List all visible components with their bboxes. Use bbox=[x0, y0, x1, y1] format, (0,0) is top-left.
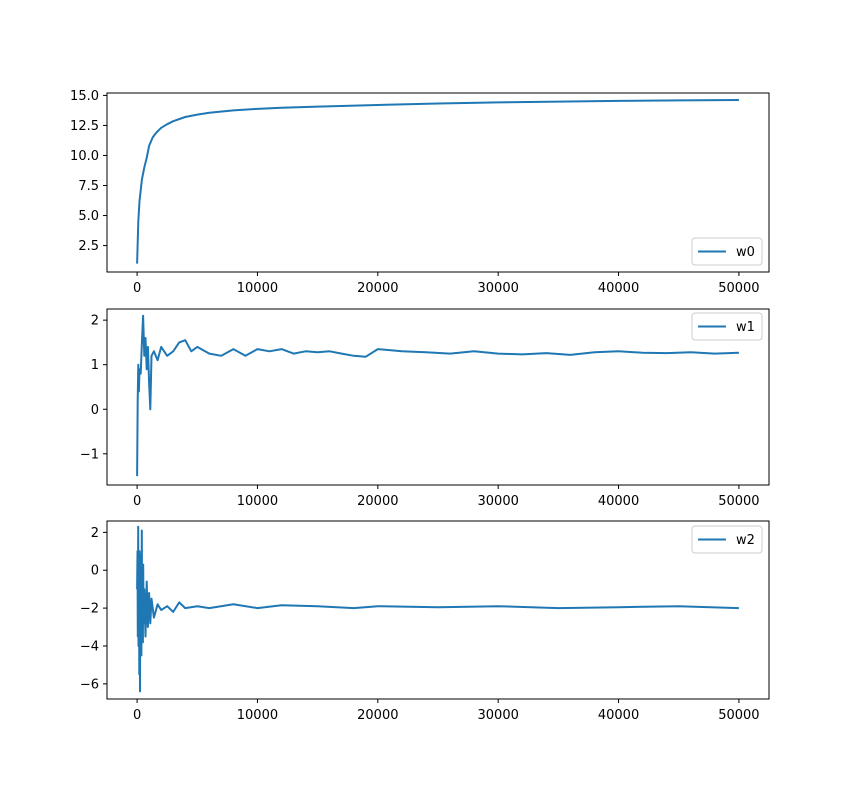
x-tick-label: 40000 bbox=[598, 708, 639, 723]
y-tick-label: 15.0 bbox=[70, 89, 99, 104]
series-line-w2 bbox=[136, 525, 739, 693]
legend-label: w2 bbox=[736, 533, 755, 548]
y-tick-label: −6 bbox=[80, 677, 99, 692]
y-tick-label: 2 bbox=[91, 526, 99, 541]
x-tick-label: 20000 bbox=[357, 281, 398, 296]
y-tick-label: 0 bbox=[91, 564, 99, 579]
y-tick-label: 2.5 bbox=[78, 239, 99, 254]
axes-frame bbox=[106, 520, 770, 700]
subplot-w0: 0 10000 20000 30000 40000 50000 2.5 5.0 7.5 10.0 1… bbox=[70, 89, 770, 296]
x-tick-label: 40000 bbox=[598, 281, 639, 296]
y-tick-label: 5.0 bbox=[78, 209, 99, 224]
x-tick-label: 20000 bbox=[357, 494, 398, 509]
y-tick-label: 0 bbox=[91, 403, 99, 418]
y-tick-label: 2 bbox=[91, 314, 99, 329]
y-tick-label: 7.5 bbox=[78, 179, 99, 194]
x-tick-label: 0 bbox=[133, 708, 141, 723]
legend: w0 bbox=[691, 237, 763, 266]
axes-frame bbox=[106, 308, 770, 486]
legend-box bbox=[691, 237, 763, 266]
y-tick-label: 1 bbox=[91, 358, 99, 373]
x-tick-label: 40000 bbox=[598, 494, 639, 509]
y-tick-label: −4 bbox=[80, 639, 99, 654]
legend-box bbox=[691, 312, 763, 341]
x-tick-label: 10000 bbox=[237, 708, 278, 723]
legend: w2 bbox=[691, 525, 763, 554]
subplot-w1: 0 10000 20000 30000 40000 50000 −1 0 1 2 w1 bbox=[80, 308, 770, 509]
legend-box bbox=[691, 525, 763, 554]
x-tick-label: 10000 bbox=[237, 494, 278, 509]
legend: w1 bbox=[691, 312, 763, 341]
axes-frame bbox=[106, 92, 770, 273]
x-tick-label: 50000 bbox=[718, 281, 759, 296]
y-tick-label: 10.0 bbox=[70, 149, 99, 164]
y-tick-label: −1 bbox=[80, 447, 99, 462]
x-tick-label: 10000 bbox=[237, 281, 278, 296]
subplot-w2: 0 10000 20000 30000 40000 50000 −6 −4 −2 0 2 w2 bbox=[80, 520, 770, 723]
x-tick-label: 50000 bbox=[718, 494, 759, 509]
x-tick-label: 30000 bbox=[478, 281, 519, 296]
series-line-w0 bbox=[136, 99, 739, 264]
x-tick-label: 30000 bbox=[478, 708, 519, 723]
y-tick-label: 12.5 bbox=[70, 119, 99, 134]
legend-label: w1 bbox=[736, 320, 755, 335]
series-line-w1 bbox=[136, 314, 739, 477]
legend-label: w0 bbox=[736, 245, 755, 260]
y-tick-label: −2 bbox=[80, 602, 99, 617]
x-tick-label: 20000 bbox=[357, 708, 398, 723]
x-tick-label: 0 bbox=[133, 494, 141, 509]
x-tick-label: 50000 bbox=[718, 708, 759, 723]
x-tick-label: 30000 bbox=[478, 494, 519, 509]
x-tick-label: 0 bbox=[133, 281, 141, 296]
